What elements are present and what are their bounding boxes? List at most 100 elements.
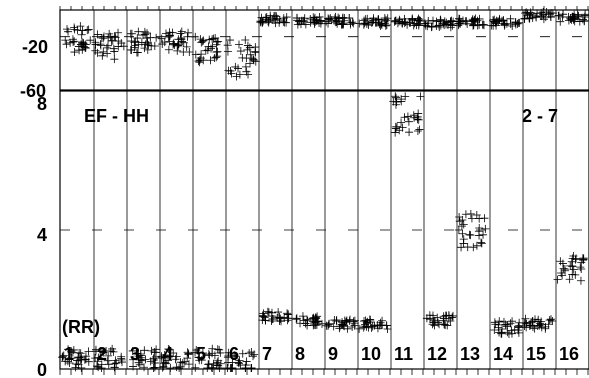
bottom-data-point	[383, 324, 392, 333]
bottom-data-point	[80, 355, 89, 364]
bottom-data-point	[169, 348, 178, 357]
top-data-point	[91, 46, 100, 55]
top-data-point	[232, 72, 241, 81]
top-data-point	[83, 26, 92, 35]
bottom-data-point	[416, 92, 425, 101]
top-data-point	[241, 36, 250, 45]
category-label: 3	[130, 344, 140, 364]
top-data-point	[338, 20, 347, 29]
bottom-data-point	[435, 320, 444, 329]
top-data-point	[157, 34, 166, 43]
bottom-data-point	[212, 361, 221, 370]
bottom-data-point	[361, 320, 370, 329]
top-data-point	[86, 36, 95, 45]
bottom-data-point	[565, 275, 574, 284]
bottom-data-point	[283, 309, 292, 318]
bottom-data-point	[382, 321, 391, 330]
bottom-data-point	[275, 313, 284, 322]
top-data-point	[198, 37, 207, 46]
bottom-data-point	[175, 364, 184, 372]
top-data-point	[99, 47, 108, 56]
grid	[60, 10, 589, 369]
bottom-data-point	[194, 353, 203, 362]
top-data-point	[70, 37, 79, 46]
category-label: 4	[163, 344, 173, 364]
bottom-data-point	[502, 322, 511, 331]
top-data-point	[368, 18, 377, 27]
category-label: 9	[328, 344, 338, 364]
bottom-data-point	[568, 270, 577, 279]
top-data-point	[235, 70, 244, 79]
category-label: 7	[262, 344, 272, 364]
bottom-data-point	[161, 353, 170, 362]
top-data-point	[119, 42, 128, 51]
top-data-point	[169, 40, 178, 49]
bottom-data-point	[413, 112, 422, 121]
category-label: 6	[229, 344, 239, 364]
bottom-data-point	[204, 360, 213, 369]
top-data-point	[539, 10, 548, 19]
bottom-data-point	[67, 347, 76, 356]
bottom-data-point	[208, 349, 217, 358]
bottom-data-point	[247, 348, 256, 357]
top-data-point	[427, 23, 436, 32]
top-data-point	[234, 64, 243, 73]
top-data-point	[130, 43, 139, 52]
bottom-ytick-label: 0	[37, 360, 47, 378]
bottom-data-point	[415, 125, 424, 134]
bottom-data-point	[324, 320, 333, 329]
bottom-data-point	[74, 353, 83, 362]
bottom-data-point	[556, 257, 565, 266]
category-label: 2	[97, 344, 107, 364]
top-data-point	[133, 34, 142, 43]
top-data-point	[191, 50, 200, 59]
bottom-data-point	[495, 317, 504, 326]
bottom-data-point	[61, 357, 70, 366]
bottom-ytick-label: 4	[37, 225, 47, 245]
top-data-point	[146, 33, 155, 42]
top-data-point	[105, 29, 114, 38]
top-data-point	[506, 14, 515, 23]
bottom-data-point	[164, 345, 173, 354]
bottom-data-point	[216, 348, 225, 357]
top-data-point	[210, 54, 219, 63]
top-data-point	[558, 12, 567, 21]
top-data-point	[326, 14, 335, 23]
bottom-data-point	[508, 317, 517, 326]
bottom-data-point	[204, 350, 213, 359]
bottom-data-point	[475, 231, 484, 240]
top-data-point	[182, 42, 191, 51]
top-data-point	[164, 45, 173, 54]
bottom-data-point	[367, 323, 376, 332]
bottom-data-point	[391, 92, 400, 101]
bottom-data-point	[303, 316, 312, 325]
top-data-point	[398, 18, 407, 27]
bottom-data-point	[481, 224, 490, 233]
top-data-point	[126, 29, 135, 38]
bottom-data-point	[526, 321, 535, 330]
top-data-point	[264, 18, 273, 27]
top-data-point	[109, 44, 118, 53]
top-data-point	[75, 46, 84, 55]
top-data-point	[61, 36, 70, 45]
top-data-point	[327, 16, 336, 25]
bottom-data-point	[533, 321, 542, 330]
bottom-data-point	[312, 317, 321, 326]
top-data-point	[78, 41, 87, 50]
bottom-data-point	[413, 127, 422, 136]
top-data-point	[185, 47, 194, 56]
top-data-point	[184, 28, 193, 37]
top-data-point	[455, 19, 464, 28]
bottom-data-point	[350, 316, 359, 325]
bottom-data-point	[398, 123, 407, 132]
top-data-point	[436, 16, 445, 25]
top-data-point	[251, 48, 260, 57]
bottom-data-point	[494, 320, 503, 329]
bottom-data-point	[228, 358, 237, 367]
bottom-data-point	[454, 225, 463, 234]
bottom-data-point	[84, 347, 93, 356]
bottom-data-point	[541, 322, 550, 331]
top-data-point	[96, 40, 105, 49]
bottom-data-point	[461, 210, 470, 219]
bottom-ytick-label: 8	[37, 94, 47, 114]
